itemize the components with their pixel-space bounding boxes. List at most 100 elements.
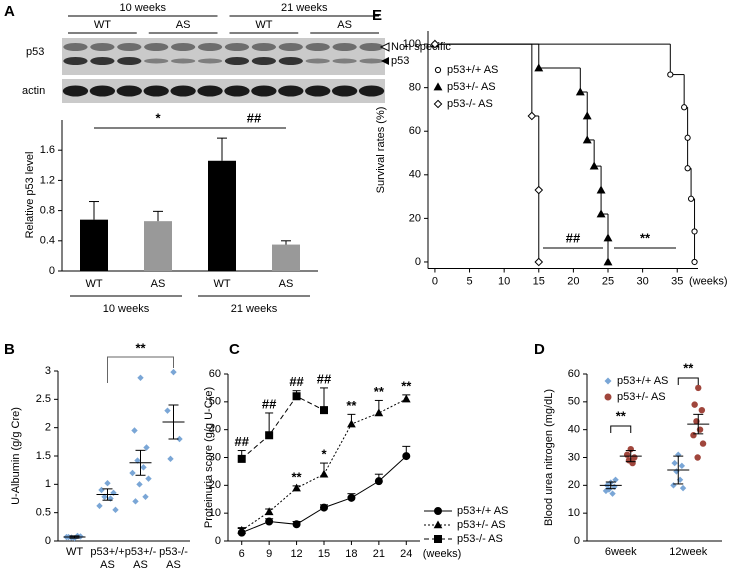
data-point xyxy=(292,392,301,401)
data-point xyxy=(347,419,356,428)
data-point xyxy=(676,476,684,483)
blot-image xyxy=(62,38,385,75)
x-tick-label: 20 xyxy=(567,275,579,287)
data-point xyxy=(673,468,680,475)
y-tick-label: 30 xyxy=(568,451,580,463)
data-point xyxy=(145,475,152,482)
blot-band xyxy=(170,85,196,97)
y-tick-label: 0 xyxy=(415,256,421,268)
significance-label: ## xyxy=(289,374,304,389)
x-tick-label: 6week xyxy=(605,546,637,558)
significance-label: ## xyxy=(262,396,277,411)
significance-label: ** xyxy=(616,408,627,423)
significance-label: ** xyxy=(683,360,694,375)
panel-label: B xyxy=(4,341,15,358)
bar xyxy=(144,221,172,271)
data-point xyxy=(136,481,143,488)
blot-band xyxy=(251,43,276,51)
x-tick-label: 25 xyxy=(602,275,614,287)
y-tick-label: 60 xyxy=(409,125,421,137)
significance-label: ## xyxy=(247,110,262,125)
blot-band xyxy=(305,43,330,51)
blot-band xyxy=(117,57,142,65)
bar xyxy=(208,160,236,271)
y-axis-label: Relative p53 level xyxy=(24,152,36,239)
blot-band xyxy=(144,58,169,64)
data-point xyxy=(691,228,698,235)
blot-band xyxy=(171,58,196,64)
data-point xyxy=(699,440,707,447)
y-tick-label: 10 xyxy=(568,507,580,519)
data-point xyxy=(142,493,149,500)
x-tick-label: AS xyxy=(279,278,294,290)
y-tick-label: 2 xyxy=(45,422,51,434)
data-point xyxy=(319,469,329,478)
bar xyxy=(272,244,300,271)
data-point xyxy=(401,394,411,403)
x-tick-label: 9 xyxy=(266,548,272,560)
x-tick-label: 12 xyxy=(290,548,302,560)
legend-label: p53+/- AS xyxy=(457,519,506,531)
blot-band xyxy=(331,85,358,97)
data-point xyxy=(176,435,183,443)
x-axis-label: (weeks) xyxy=(423,548,462,560)
x-tick-label: p53-/- xyxy=(159,546,188,558)
y-tick-label: 20 xyxy=(209,479,221,491)
y-tick-label: 0 xyxy=(49,265,55,277)
blot-marker-label: p53 xyxy=(391,55,409,67)
blot-band xyxy=(62,85,89,97)
blot-band xyxy=(197,85,223,97)
significance-bracket xyxy=(610,425,632,433)
panel-label: D xyxy=(534,341,545,358)
data-point xyxy=(292,483,301,492)
data-point xyxy=(623,451,631,458)
legend-label: p53-/- AS xyxy=(457,533,503,545)
blot-band xyxy=(90,43,115,51)
data-point xyxy=(101,493,108,500)
data-point xyxy=(143,444,150,451)
y-tick-label: 30 xyxy=(209,451,221,463)
blot-image xyxy=(62,79,385,103)
blot-band xyxy=(359,58,384,64)
legend-marker xyxy=(433,520,443,529)
x-tick-label: p53+/+ xyxy=(90,546,124,558)
x-tick-label: 18 xyxy=(345,548,357,560)
significance-label: ** xyxy=(292,469,303,484)
x-tick-label: 10 xyxy=(498,275,510,287)
data-point xyxy=(320,406,328,415)
data-point xyxy=(107,495,114,502)
legend-marker xyxy=(434,535,442,543)
data-point xyxy=(374,408,384,417)
y-tick-label: 10 xyxy=(209,507,221,519)
blot-group-label: 21 weeks xyxy=(281,2,328,14)
blot-marker-label: Non specific xyxy=(391,41,451,53)
data-point xyxy=(602,487,610,495)
x-tick-label: 15 xyxy=(318,548,330,560)
blot-band xyxy=(197,58,223,64)
data-point xyxy=(603,233,613,242)
y-tick-label: 0.4 xyxy=(40,235,55,247)
legend-marker xyxy=(604,393,612,401)
data-point xyxy=(605,486,613,493)
blot-band xyxy=(278,85,304,97)
significance-label: ## xyxy=(234,434,249,449)
bar xyxy=(80,219,108,271)
y-tick-label: 0.5 xyxy=(36,507,51,519)
data-point xyxy=(104,480,111,487)
data-point xyxy=(170,368,177,376)
y-tick-label: 0 xyxy=(45,535,51,547)
x-tick-label: WT xyxy=(66,546,83,558)
blot-band xyxy=(224,57,250,65)
data-point xyxy=(609,490,616,497)
data-point xyxy=(320,503,328,512)
data-point xyxy=(684,165,691,172)
y-tick-label: 50 xyxy=(209,396,221,408)
data-point xyxy=(687,195,695,202)
data-point xyxy=(691,258,698,266)
legend-label: p53+/+ AS xyxy=(447,64,498,76)
blot-band xyxy=(278,43,303,51)
series-line xyxy=(241,395,325,460)
y-tick-label: 3 xyxy=(45,365,51,377)
blot-band xyxy=(358,85,385,97)
